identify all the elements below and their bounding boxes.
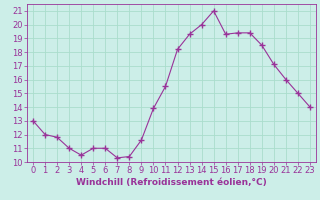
X-axis label: Windchill (Refroidissement éolien,°C): Windchill (Refroidissement éolien,°C) <box>76 178 267 187</box>
